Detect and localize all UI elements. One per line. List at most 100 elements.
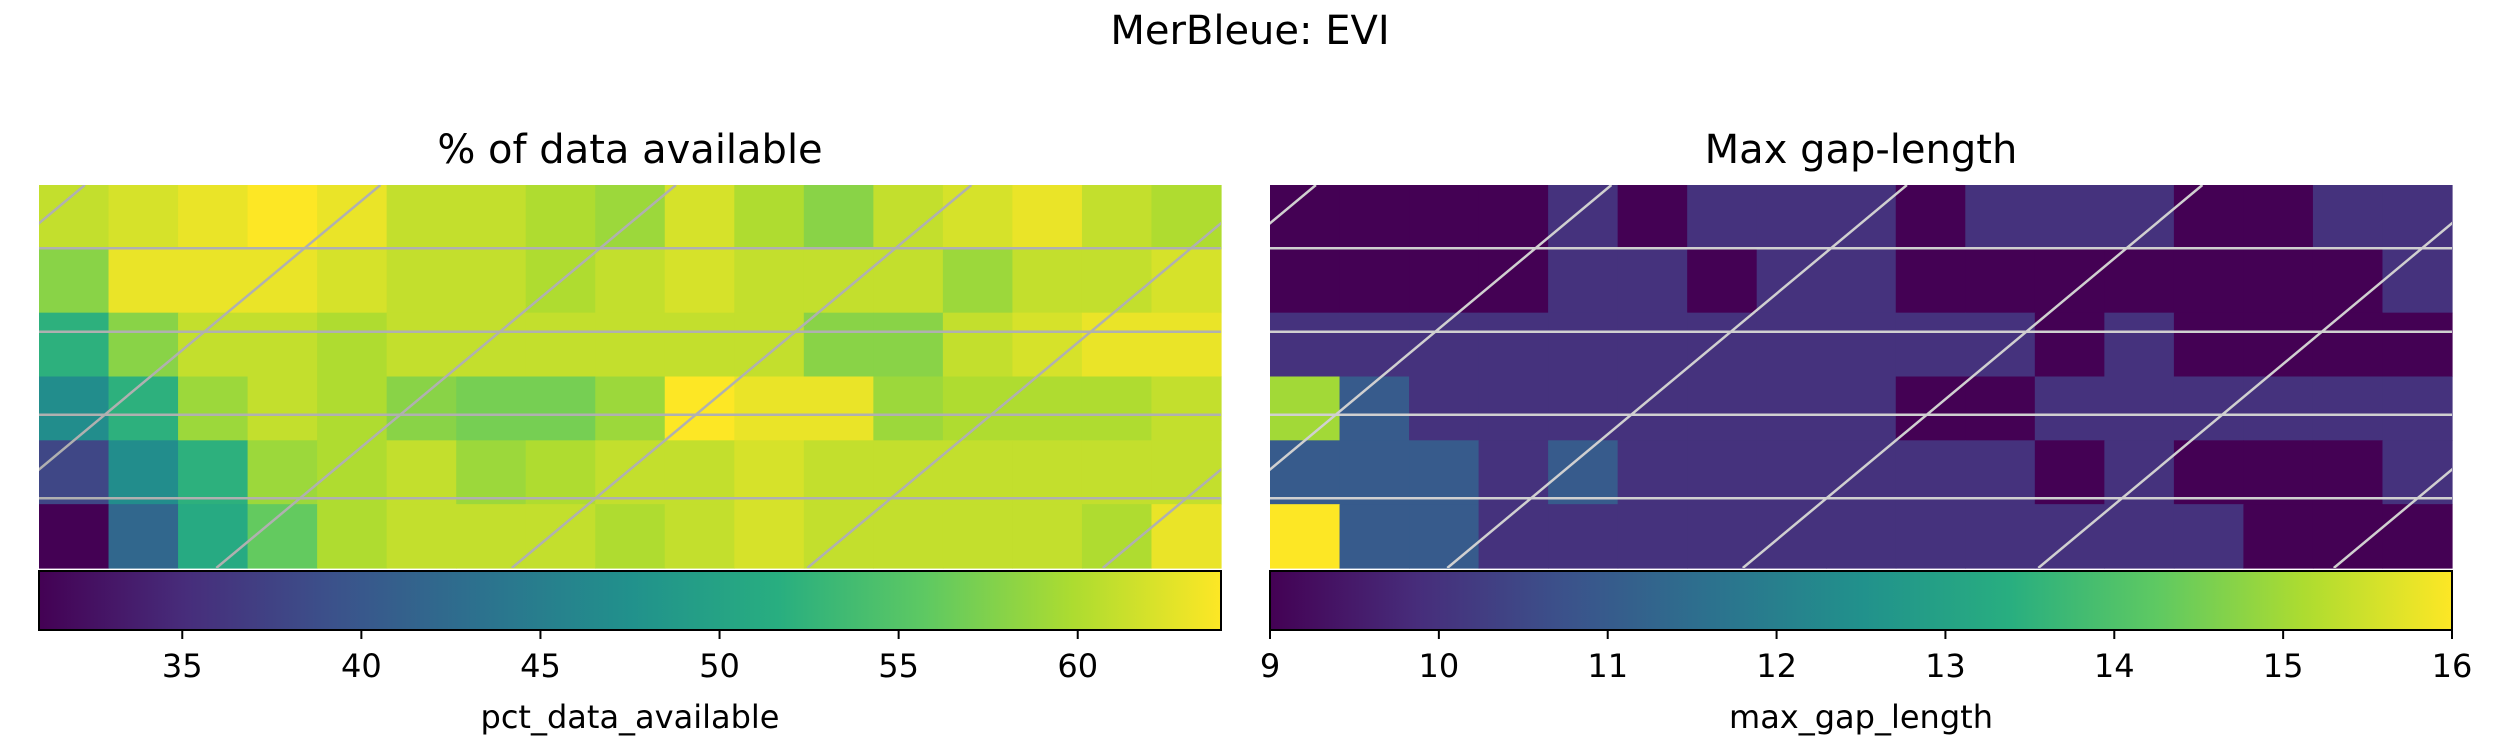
heatmap-cell: [1012, 440, 1083, 505]
heatmap-max-gap: [1270, 185, 2453, 569]
colorbar-tick-label: 15: [2263, 647, 2304, 685]
heatmap-cell: [873, 504, 944, 569]
heatmap-cell: [1617, 376, 1688, 441]
heatmap-cell: [873, 376, 944, 441]
colorbar-pct-data: [38, 570, 1222, 631]
heatmap-cell: [1081, 248, 1153, 314]
heatmap-cell: [1548, 185, 1619, 250]
heatmap-cell: [734, 312, 805, 378]
heatmap-cell: [942, 504, 1014, 569]
heatmap-cell: [734, 440, 805, 505]
heatmap-cell: [456, 504, 527, 569]
heatmap-cell: [108, 312, 179, 378]
grid-line: [215, 185, 677, 568]
heatmap-cell: [1478, 185, 1549, 250]
heatmap-cell: [2243, 440, 2314, 505]
heatmap-cell: [1756, 504, 1827, 569]
heatmap-cell: [1548, 376, 1619, 441]
heatmap-cell: [942, 185, 1014, 250]
heatmap-cell: [317, 312, 388, 378]
heatmap-cell: [2034, 185, 2105, 250]
heatmap-cell: [108, 440, 179, 505]
heatmap-cell: [1409, 376, 1480, 441]
heatmap-cell: [1548, 440, 1619, 505]
colorbar-tick-label: 16: [2432, 647, 2473, 685]
heatmap-cell: [1339, 185, 1410, 250]
heatmap-cell: [1617, 248, 1688, 314]
heatmap-cell: [1012, 248, 1083, 314]
heatmap-cell: [247, 440, 318, 505]
heatmap-cell: [178, 185, 249, 250]
heatmap-cell: [386, 504, 457, 569]
heatmap-cell: [1478, 504, 1549, 569]
heatmap-cell: [942, 376, 1014, 441]
heatmap-cell: [1012, 376, 1083, 441]
heatmap-cell: [1965, 440, 2036, 505]
grid-line: [1101, 467, 1221, 568]
heatmap-cell: [247, 185, 318, 250]
heatmap-cell: [456, 185, 527, 250]
heatmap-cell: [1965, 185, 2036, 250]
heatmap-cell: [456, 440, 527, 505]
heatmap-cell: [2243, 185, 2314, 250]
colorbar-ticks-pct: 35 40 45 50 55 60: [162, 630, 1098, 685]
heatmap-pct-data: [39, 185, 1222, 569]
heatmap-cell: [317, 248, 388, 314]
heatmap-cell: [1409, 185, 1480, 250]
heatmap-cell: [2382, 312, 2453, 378]
heatmap-cell: [595, 312, 666, 378]
heatmap-cell: [525, 312, 596, 378]
heatmap-cell: [803, 376, 874, 441]
heatmap-cell: [664, 504, 735, 569]
heatmap-cell: [595, 248, 666, 314]
figure-title: MerBleue: EVI: [1110, 8, 1389, 54]
heatmap-cell: [2173, 312, 2245, 378]
heatmap-cell: [803, 248, 874, 314]
grid-line: [39, 185, 382, 472]
colorbar-tick-label: 50: [699, 647, 740, 685]
heatmap-cell: [1548, 312, 1619, 378]
heatmap-cell: [1478, 312, 1549, 378]
heatmap-cell: [595, 504, 666, 569]
panel-title-pct: % of data available: [437, 127, 822, 173]
heatmap-cell: [1270, 504, 1341, 569]
heatmap-cell: [2173, 185, 2245, 250]
heatmap-cell: [386, 376, 457, 441]
heatmap-cell: [456, 248, 527, 314]
heatmap-cell: [2034, 312, 2105, 378]
heatmap-cell: [178, 440, 249, 505]
colorbar-tick-label: 12: [1756, 647, 1797, 685]
heatmap-cell: [1478, 376, 1549, 441]
heatmap-cell: [2312, 248, 2384, 314]
heatmap-cell: [2382, 248, 2453, 314]
heatmap-cell: [1151, 248, 1222, 314]
heatmap-cell: [247, 248, 318, 314]
heatmap-cell: [803, 440, 874, 505]
panel-max-gap: Max gap-length 9 10 11 12 13 14 15 16 max_gap_l…: [1260, 127, 2473, 736]
heatmap-cell: [456, 376, 527, 441]
heatmap-cell: [1270, 248, 1341, 314]
grid-line: [2332, 467, 2452, 568]
heatmap-cell: [873, 248, 944, 314]
heatmap-cell: [39, 440, 110, 505]
heatmap-cell: [2312, 185, 2384, 250]
heatmap-cell: [734, 248, 805, 314]
heatmap-cell: [1409, 248, 1480, 314]
heatmap-cell: [1756, 312, 1827, 378]
heatmap-cell: [1339, 312, 1410, 378]
heatmap-cell: [2382, 376, 2453, 441]
heatmap-cell: [734, 504, 805, 569]
colorbar-tick-label: 60: [1057, 647, 1098, 685]
heatmap-cell: [1151, 185, 1222, 250]
heatmap-cell: [108, 504, 179, 569]
heatmap-cell: [942, 248, 1014, 314]
heatmap-cell: [1687, 248, 1758, 314]
heatmap-cell: [1965, 504, 2036, 569]
colorbar-tick-label: 35: [162, 647, 203, 685]
colorbar-tick-label: 9: [1260, 647, 1280, 685]
heatmap-cell: [1081, 312, 1153, 378]
heatmap-cell: [1409, 504, 1480, 569]
heatmap-cell: [525, 376, 596, 441]
heatmap-cell: [386, 312, 457, 378]
heatmap-cell: [1895, 312, 1966, 378]
